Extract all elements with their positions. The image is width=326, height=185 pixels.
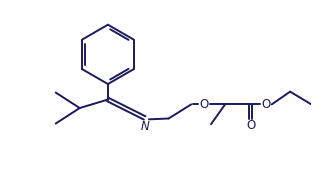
Text: N: N <box>140 120 149 133</box>
Text: O: O <box>199 98 209 111</box>
Text: O: O <box>246 119 255 132</box>
Text: O: O <box>261 98 271 111</box>
